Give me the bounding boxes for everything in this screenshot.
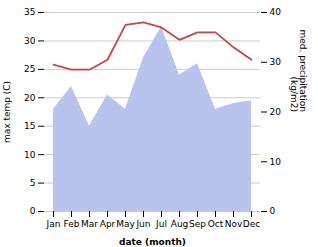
svg-text:Feb: Feb [64, 219, 80, 229]
svg-text:35: 35 [24, 7, 35, 17]
svg-text:Sep: Sep [189, 219, 206, 229]
svg-text:5: 5 [30, 178, 36, 188]
svg-text:30: 30 [24, 36, 36, 46]
svg-text:40: 40 [270, 7, 282, 17]
svg-text:20: 20 [24, 93, 36, 103]
svg-text:30: 30 [270, 57, 282, 67]
svg-text:Apr: Apr [100, 219, 116, 229]
svg-text:10: 10 [270, 157, 282, 167]
svg-text:Oct: Oct [208, 219, 224, 229]
svg-text:Jul: Jul [155, 219, 167, 229]
svg-text:25: 25 [24, 64, 35, 74]
svg-text:max temp (C): max temp (C) [2, 81, 12, 143]
svg-text:Aug: Aug [171, 219, 189, 229]
svg-text:date (month): date (month) [119, 237, 186, 247]
svg-text:Mar: Mar [81, 219, 98, 229]
svg-text:10: 10 [24, 150, 36, 160]
svg-text:Jan: Jan [46, 219, 61, 229]
svg-text:0: 0 [30, 206, 36, 216]
svg-text:Dec: Dec [243, 219, 260, 229]
svg-text:May: May [116, 219, 135, 229]
svg-text:med. precipitation(kg/m2): med. precipitation(kg/m2) [289, 30, 308, 112]
svg-text:Jun: Jun [135, 219, 150, 229]
svg-text:20: 20 [270, 107, 282, 117]
svg-text:0: 0 [270, 206, 276, 216]
svg-text:Nov: Nov [225, 219, 243, 229]
svg-text:15: 15 [24, 121, 35, 131]
